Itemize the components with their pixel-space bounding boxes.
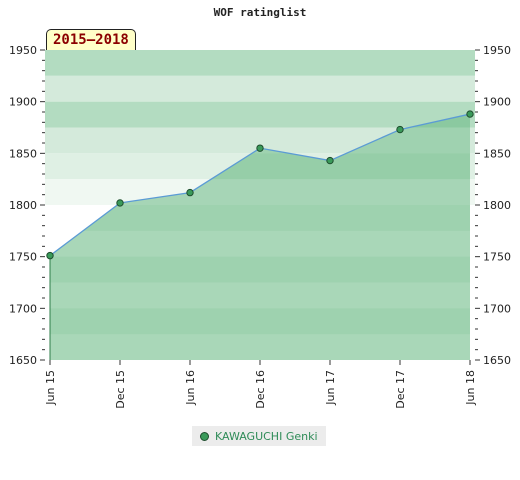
legend-marker-icon (200, 431, 209, 441)
data-point (396, 125, 404, 134)
legend-label: KAWAGUCHI Genki (215, 429, 318, 443)
data-point (326, 156, 334, 165)
area-stripe (45, 282, 475, 309)
area-stripe (45, 75, 475, 102)
data-point (46, 251, 54, 260)
x-tick-label: Jun 18 (464, 370, 477, 406)
y-tick-label-left: 1700 (9, 302, 37, 315)
y-tick-label-left: 1800 (9, 199, 37, 212)
legend[interactable]: KAWAGUCHI Genki (192, 426, 326, 446)
y-tick-label-left: 1900 (9, 96, 37, 109)
x-tick-label: Jun 16 (184, 370, 197, 406)
data-point (186, 188, 194, 197)
area-stripe (45, 334, 475, 360)
area-stripe (45, 230, 475, 257)
y-tick-label-right: 1650 (483, 354, 511, 367)
y-tick-label-left: 1750 (9, 251, 37, 264)
x-tick-label: Dec 17 (394, 370, 407, 409)
y-tick-label-right: 1750 (483, 251, 511, 264)
axis-labels: 1650 1650 1700 1700 1750 1750 1800 1800 1850 1850… (9, 44, 511, 409)
y-tick-label-left: 1650 (9, 354, 37, 367)
area-stripe (45, 179, 475, 205)
y-tick-label-right: 1700 (483, 302, 511, 315)
data-markers (46, 110, 474, 260)
x-tick-label: Jun 15 (44, 370, 57, 406)
background-band (45, 101, 475, 128)
y-tick-label-right: 1950 (483, 44, 511, 57)
x-tick-label: Dec 15 (114, 370, 127, 409)
data-point (116, 199, 124, 207)
y-tick-label-left: 1850 (9, 147, 37, 160)
data-point (466, 110, 474, 118)
y-tick-label-left: 1950 (9, 44, 37, 57)
x-tick-label: Dec 16 (254, 370, 267, 409)
background-band (45, 75, 475, 102)
x-tick-label: Jun 17 (324, 370, 337, 406)
y-tick-label-right: 1850 (483, 147, 511, 160)
background-band (45, 50, 475, 76)
y-tick-label-right: 1900 (483, 96, 511, 109)
period-label: 2015–2018 (46, 29, 136, 50)
chart-title: WOF ratinglist (213, 6, 307, 19)
axis-ticks (40, 49, 480, 365)
y-tick-label-right: 1800 (483, 199, 511, 212)
data-point (256, 144, 264, 152)
series-area (50, 114, 470, 360)
area-layer (45, 75, 475, 360)
